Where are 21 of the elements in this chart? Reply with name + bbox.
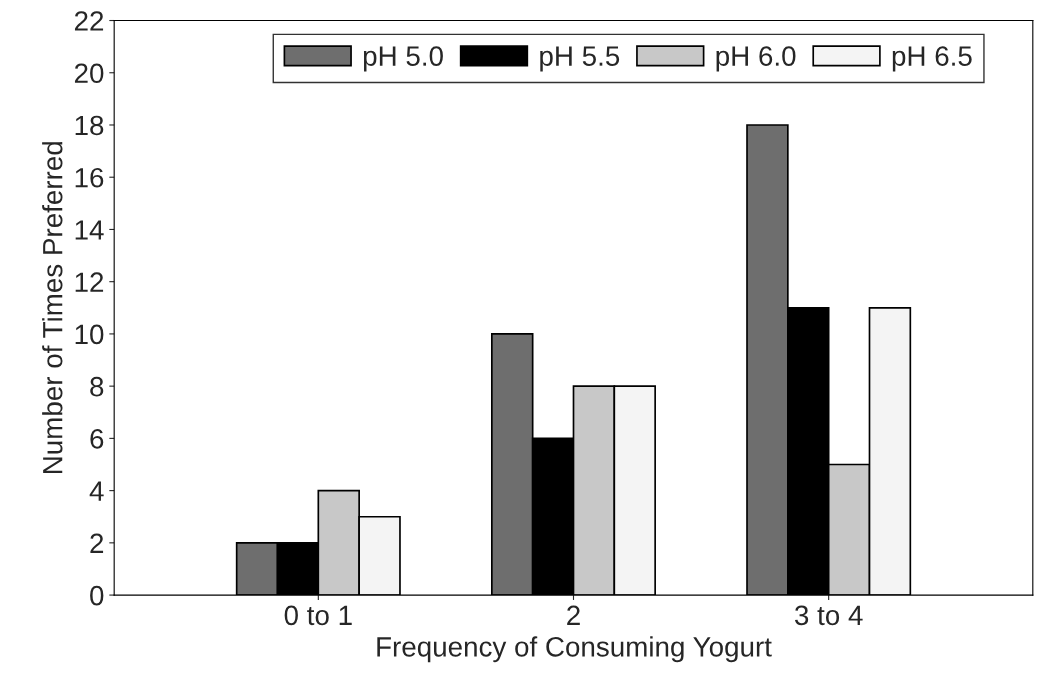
legend-label: pH 6.5	[892, 46, 972, 72]
y-tick-label: 18	[75, 115, 104, 136]
legend-label: pH 5.5	[540, 46, 620, 72]
legend-label: pH 5.0	[363, 46, 443, 72]
x-axis-title: Frequency of Consuming Yogurt	[377, 636, 772, 663]
y-tick-label: 8	[90, 376, 104, 397]
y-tick-label: 14	[75, 220, 104, 240]
y-tick-label: 2	[90, 533, 104, 553]
x-tick-label: 3 to 4	[794, 605, 863, 626]
y-tick-label: 22	[74, 11, 104, 31]
y-axis-title: Number of Times Preferred	[42, 142, 63, 474]
x-tick-label: 2	[567, 605, 580, 625]
y-tick-label: 12	[75, 272, 104, 292]
y-tick-label: 16	[75, 167, 104, 188]
x-tick-label: 0 to 1	[284, 605, 352, 626]
y-tick-label: 6	[90, 429, 104, 449]
legend-label: pH 6.0	[716, 46, 796, 72]
y-tick-label: 10	[75, 324, 104, 345]
y-tick-label: 0	[90, 585, 104, 606]
y-tick-label: 20	[74, 63, 104, 84]
y-tick-label: 4	[89, 481, 104, 501]
